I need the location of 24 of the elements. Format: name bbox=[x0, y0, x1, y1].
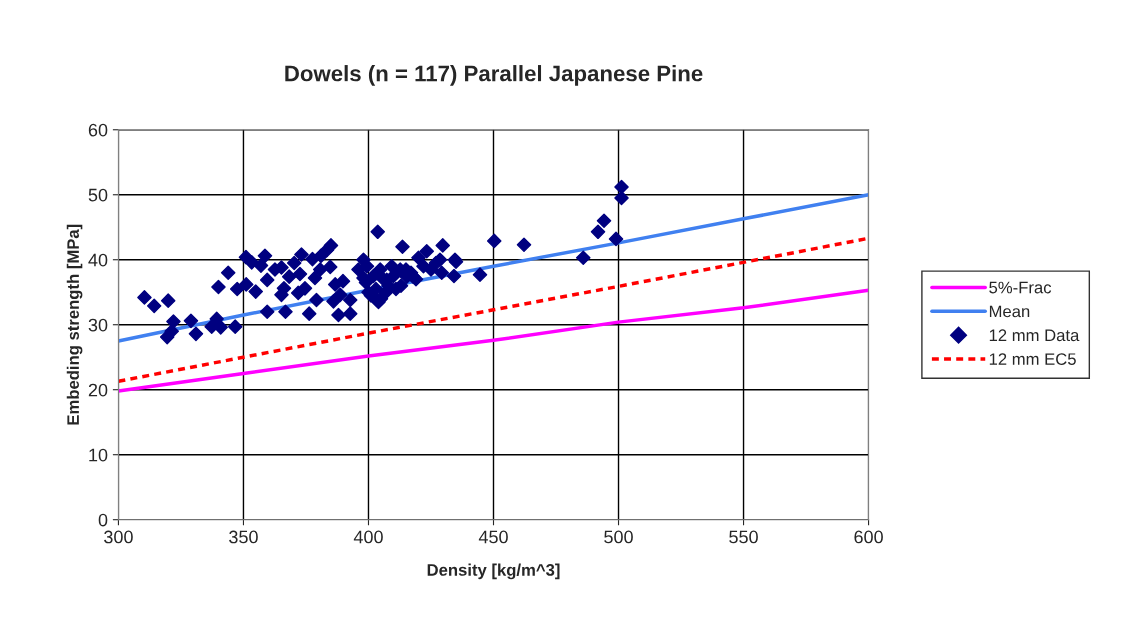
line-series bbox=[118, 193, 869, 343]
legend-label: Mean bbox=[989, 305, 1030, 318]
y-tick-label: 50 bbox=[88, 188, 108, 202]
legend-label: 5%-Frac bbox=[989, 281, 1052, 294]
legend-label: 12 mm EC5 bbox=[989, 353, 1076, 366]
y-tick-label: 20 bbox=[88, 383, 108, 397]
x-tick-label: 300 bbox=[104, 530, 133, 544]
x-tick-label: 350 bbox=[229, 530, 258, 544]
chart-title: Dowels (n = 117) Parallel Japanese Pine bbox=[285, 65, 703, 86]
legend-label: 12 mm Data bbox=[989, 329, 1080, 342]
y-tick-label: 30 bbox=[88, 318, 108, 332]
y-axis-title: Embeding strength [MPa] bbox=[66, 224, 83, 425]
x-tick-label: 550 bbox=[729, 530, 758, 544]
line-series bbox=[118, 236, 869, 384]
line-series bbox=[118, 288, 869, 393]
y-tick-label: 0 bbox=[98, 513, 108, 527]
x-tick-label: 450 bbox=[478, 530, 508, 544]
x-tick-label: 500 bbox=[604, 530, 633, 544]
y-tick-label: 60 bbox=[88, 123, 108, 137]
x-tick-label: 400 bbox=[353, 530, 383, 544]
x-axis-title: Density [kg/m^3] bbox=[427, 563, 560, 580]
y-tick-label: 40 bbox=[88, 253, 108, 267]
y-tick-label: 10 bbox=[89, 448, 108, 462]
x-tick-label: 600 bbox=[854, 530, 883, 544]
